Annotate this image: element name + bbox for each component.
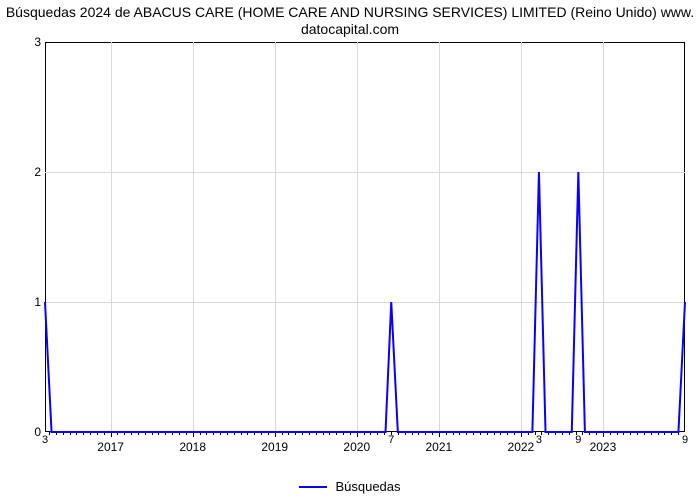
xminor-tick <box>576 432 577 435</box>
xtick-label: 2018 <box>179 440 206 454</box>
xminor-tick <box>49 432 50 435</box>
legend-swatch <box>299 486 327 488</box>
ytick-label: 1 <box>23 295 41 309</box>
data-label: 9 <box>682 434 688 446</box>
xtick-label: 2017 <box>97 440 124 454</box>
xtick-label: 2022 <box>508 440 535 454</box>
ytick-label: 3 <box>23 35 41 49</box>
data-label: 3 <box>536 434 542 446</box>
data-label: 9 <box>575 434 581 446</box>
ytick-label: 2 <box>23 165 41 179</box>
plot-area: 0123201720182019202020212022202337399 <box>45 42 685 432</box>
xminor-tick <box>541 432 542 435</box>
chart-title-line2: datocapital.com <box>0 21 700 38</box>
xminor-tick <box>391 432 392 435</box>
chart-title: Búsquedas 2024 de ABACUS CARE (HOME CARE… <box>0 4 700 38</box>
xtick-label: 2020 <box>343 440 370 454</box>
chart-title-line1: Búsquedas 2024 de ABACUS CARE (HOME CARE… <box>0 4 700 21</box>
xminor-tick <box>535 432 536 435</box>
xtick-label: 2019 <box>261 440 288 454</box>
line-series <box>45 42 685 432</box>
xtick-label: 2023 <box>590 440 617 454</box>
xtick-label: 2021 <box>425 440 452 454</box>
ytick-label: 0 <box>23 425 41 439</box>
xminor-tick <box>582 432 583 435</box>
data-label: 3 <box>42 434 48 446</box>
legend: Búsquedas <box>0 479 700 494</box>
chart-container: Búsquedas 2024 de ABACUS CARE (HOME CARE… <box>0 0 700 500</box>
data-label: 7 <box>388 434 394 446</box>
legend-label: Búsquedas <box>335 479 400 494</box>
